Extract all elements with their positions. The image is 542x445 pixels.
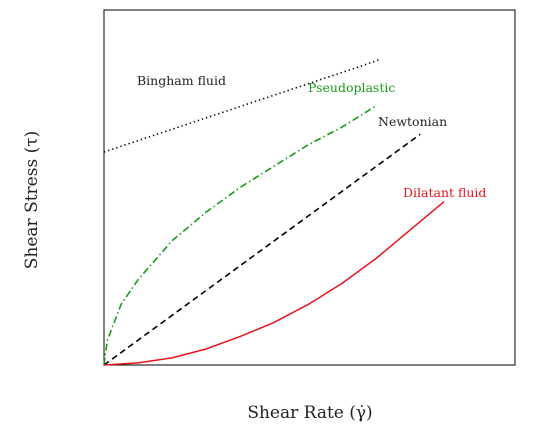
series-line-dilatant-fluid: [103, 201, 445, 366]
series-label-bingham-fluid: Bingham fluid: [137, 73, 226, 88]
y-axis-label: Shear Stress (τ): [22, 131, 42, 270]
series-line-pseudoplastic: [103, 105, 377, 366]
series-layer: [103, 58, 445, 366]
plot-frame: [103, 9, 516, 366]
series-line-bingham-fluid: [103, 58, 380, 153]
series-label-pseudoplastic: Pseudoplastic: [308, 80, 395, 95]
series-label-newtonian: Newtonian: [378, 114, 447, 129]
series-line-newtonian: [103, 133, 421, 366]
series-label-dilatant-fluid: Dilatant fluid: [403, 185, 486, 200]
x-axis-label: Shear Rate (γ̇): [247, 403, 372, 423]
label-layer: Bingham fluid Pseudoplastic Newtonian Dilat…: [137, 73, 486, 200]
